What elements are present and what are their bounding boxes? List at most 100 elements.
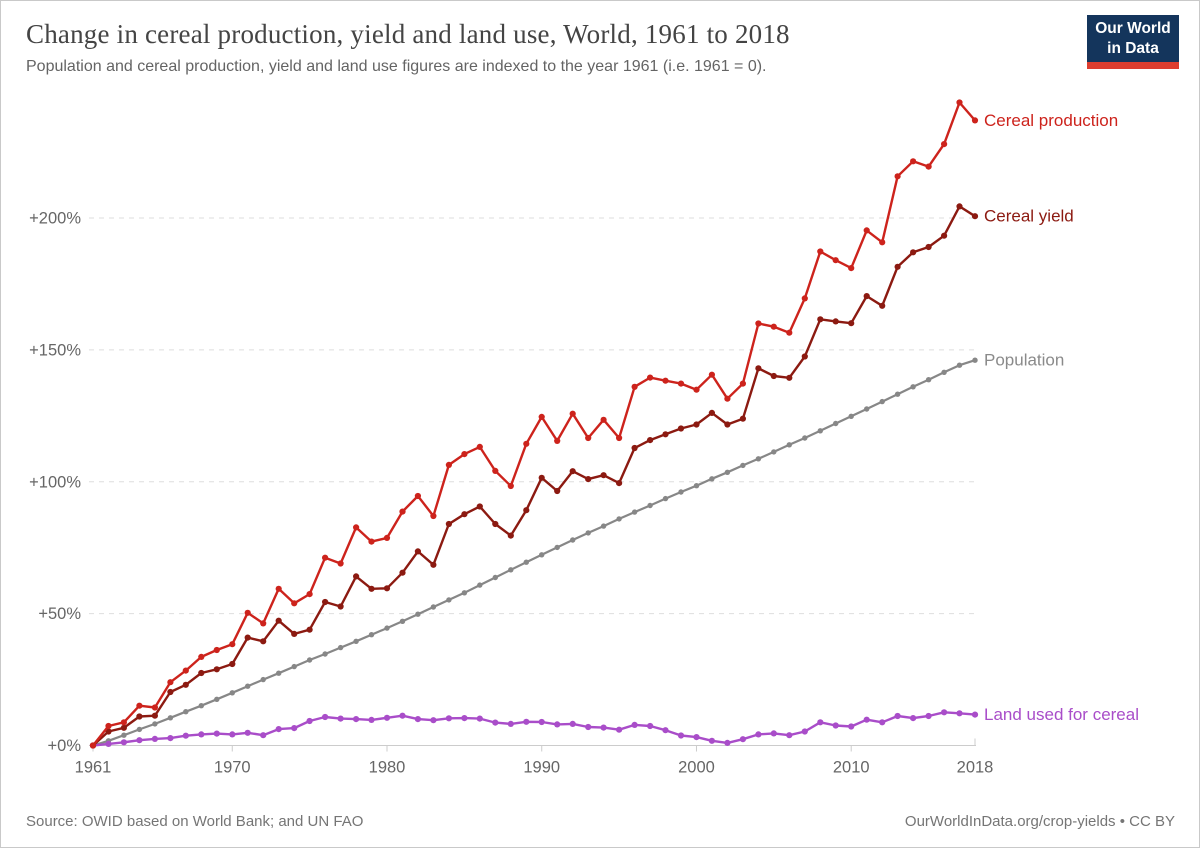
data-point	[863, 293, 870, 300]
data-point	[322, 598, 329, 606]
data-point	[461, 715, 468, 722]
data-point	[539, 552, 545, 558]
data-point	[182, 667, 189, 674]
data-point	[662, 727, 669, 734]
data-point	[693, 421, 700, 428]
data-point	[337, 603, 344, 610]
owid-logo-line1: Our World	[1095, 20, 1171, 38]
data-point	[879, 302, 886, 309]
data-point	[786, 329, 793, 336]
data-point	[801, 728, 808, 735]
data-point	[260, 676, 266, 683]
data-point	[120, 739, 127, 746]
data-point	[198, 731, 205, 738]
data-point	[523, 507, 530, 514]
data-point	[306, 591, 313, 598]
data-point	[910, 384, 916, 390]
data-point	[879, 719, 886, 726]
data-point	[631, 444, 638, 452]
data-point	[724, 395, 731, 402]
data-point	[121, 732, 127, 738]
data-point	[709, 476, 715, 482]
data-point	[677, 732, 685, 739]
data-point	[213, 666, 220, 673]
data-point	[275, 585, 282, 592]
data-point	[507, 720, 514, 728]
data-point	[430, 561, 437, 568]
x-axis-tick-label: 1980	[369, 759, 406, 777]
data-point	[182, 732, 189, 739]
series-line-land-used-for-cereal	[91, 711, 977, 747]
data-point	[507, 482, 514, 490]
data-point	[864, 406, 870, 412]
data-point	[569, 720, 576, 728]
data-point	[461, 590, 468, 596]
data-point	[492, 574, 498, 581]
x-axis-tick-label: 2010	[833, 759, 870, 777]
data-point	[244, 634, 251, 641]
data-point	[570, 537, 576, 543]
data-point	[322, 713, 329, 721]
data-point	[971, 711, 979, 718]
data-point	[183, 709, 189, 715]
data-point	[198, 703, 204, 709]
data-point	[229, 641, 236, 648]
data-point	[383, 714, 391, 721]
series-end-label-land-used-for-cereal: Land used for cereal	[984, 705, 1139, 724]
data-point	[832, 722, 839, 729]
owid-logo[interactable]: Our World in Data	[1087, 15, 1179, 69]
data-point	[353, 716, 360, 723]
data-point	[925, 377, 932, 383]
data-point	[276, 670, 282, 676]
page-title: Change in cereal production, yield and l…	[26, 19, 790, 49]
data-point	[260, 638, 267, 645]
data-point	[848, 265, 855, 272]
data-point	[585, 476, 592, 483]
series-population: Population	[90, 351, 1064, 749]
y-axis-tick-label: +200%	[29, 210, 81, 228]
data-point	[461, 511, 468, 518]
data-point	[708, 737, 716, 744]
data-point	[585, 723, 592, 731]
data-point	[445, 461, 452, 468]
data-point	[260, 732, 267, 739]
data-point	[755, 731, 762, 738]
data-point	[770, 323, 777, 330]
data-point	[492, 719, 499, 726]
data-point	[538, 474, 545, 481]
data-point	[879, 239, 886, 246]
data-point	[383, 585, 391, 592]
data-point	[910, 249, 917, 256]
data-point	[245, 683, 251, 689]
data-point	[848, 413, 854, 419]
data-point	[260, 620, 267, 627]
data-point	[291, 725, 298, 732]
series-line-cereal-yield	[91, 205, 977, 747]
data-point	[708, 371, 716, 378]
data-point	[306, 626, 313, 633]
data-point	[616, 434, 623, 442]
series-cereal-yield: Cereal yield	[89, 203, 1074, 749]
data-point	[616, 726, 623, 733]
owid-logo-text: Our World in Data	[1087, 15, 1179, 62]
data-point	[956, 203, 963, 210]
series-end-label-cereal-production: Cereal production	[984, 111, 1118, 130]
data-point	[802, 435, 808, 441]
data-point	[631, 383, 638, 390]
data-point	[353, 573, 360, 580]
data-point	[616, 480, 623, 487]
data-point	[770, 730, 777, 737]
data-point	[213, 646, 220, 654]
data-point	[152, 721, 158, 727]
data-point	[600, 416, 607, 423]
data-point	[770, 372, 777, 380]
data-point	[833, 420, 839, 427]
data-point	[430, 717, 437, 724]
data-point	[229, 731, 236, 738]
data-point	[105, 728, 112, 735]
x-axis-tick-label: 1961	[75, 759, 112, 777]
owid-license-link[interactable]: OurWorldInData.org/crop-yields • CC BY	[904, 813, 1175, 830]
data-point	[848, 320, 855, 327]
data-point	[538, 413, 545, 420]
